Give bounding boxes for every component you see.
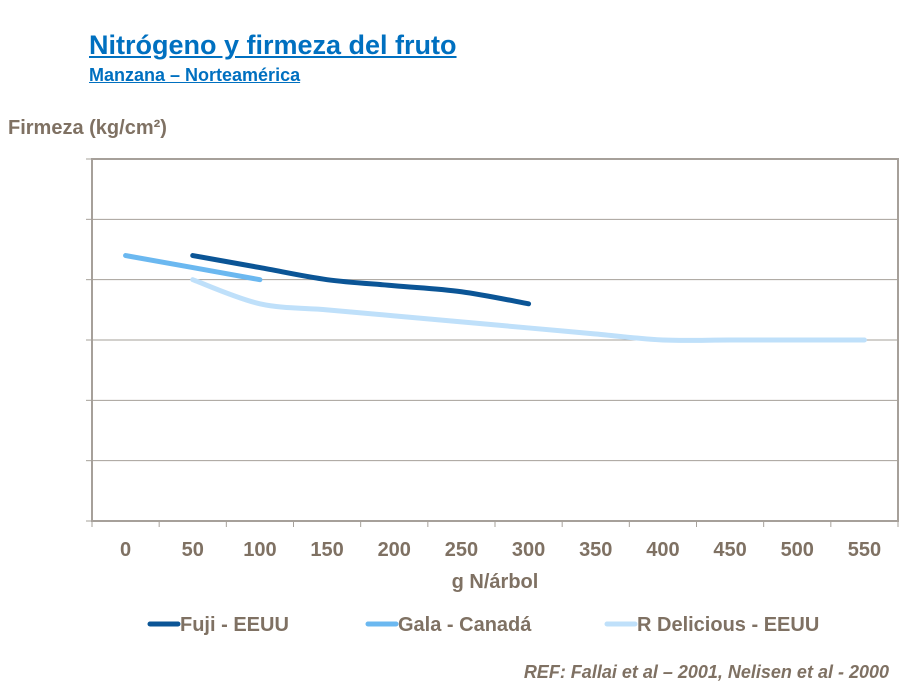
legend-label: R Delicious - EEUU [637,614,819,636]
legend-label: Gala - Canadá [398,614,532,636]
y-axis-label: Firmeza (kg/cm²) [8,117,167,139]
x-tick-label: 350 [579,539,612,561]
x-tick-label: 250 [445,539,478,561]
x-tick-label: 400 [646,539,679,561]
x-tick-label: 500 [781,539,814,561]
x-tick-label: 450 [713,539,746,561]
series-line-2 [190,277,867,343]
legend-label: Fuji - EEUU [180,614,289,636]
x-tick-label: 150 [310,539,343,561]
x-tick-label: 300 [512,539,545,561]
x-axis-label: g N/árbol [452,571,539,593]
page-subtitle: Manzana – Norteamérica [89,65,301,85]
x-tick-label: 550 [848,539,881,561]
x-tick-label: 50 [182,539,204,561]
page-title: Nitrógeno y firmeza del fruto [89,30,457,60]
x-tick-label: 200 [378,539,411,561]
x-tick-label: 0 [120,539,131,561]
x-tick-label: 100 [243,539,276,561]
series-line-1 [123,253,263,283]
series-line-0 [190,253,532,307]
reference-note: REF: Fallai et al – 2001, Nelisen et al … [523,662,889,682]
